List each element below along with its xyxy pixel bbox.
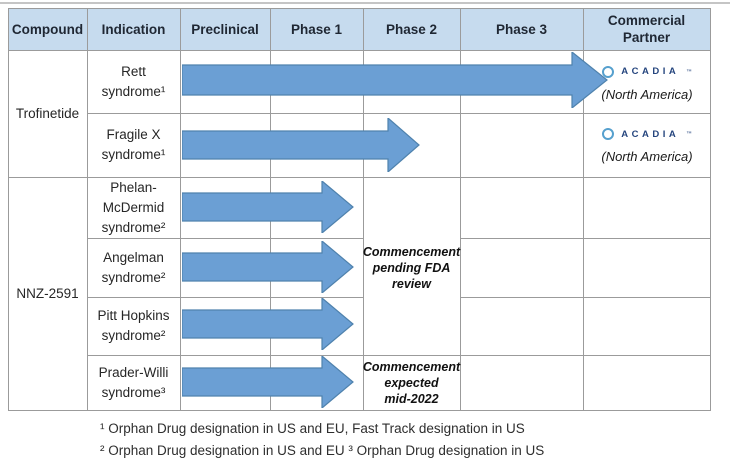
column-header-phase3: Phase 3 — [495, 21, 548, 37]
phase2-note-expected-mid-2022: Commencement expected mid-2022 — [362, 359, 461, 406]
footnote-1: ¹ Orphan Drug designation in US and EU, … — [100, 421, 525, 436]
grid-hline — [87, 113, 710, 114]
grid-vline — [363, 8, 364, 410]
grid-vline — [180, 8, 181, 410]
indication-label-angelman: Angelman syndrome² — [101, 249, 166, 285]
table-header-band — [8, 8, 710, 50]
progress-arrow-pitt-hopkins — [182, 298, 354, 350]
grid-hline — [8, 50, 710, 51]
indication-label-rett: Rett syndrome¹ — [101, 63, 166, 99]
top-edge-divider — [0, 2, 730, 4]
compound-label-trofinetide: Trofinetide — [15, 105, 80, 121]
indication-label-fragile-x: Fragile X syndrome¹ — [101, 127, 166, 162]
progress-arrow-prader-willi — [182, 356, 354, 408]
commercial-partner-fragile-x: ACADIA ™ (North America) — [584, 117, 710, 175]
column-header-phase1: Phase 1 — [290, 21, 343, 37]
indication-label-phelan-mcdermid: Phelan- McDermid syndrome² — [101, 179, 166, 235]
trademark-icon: ™ — [686, 131, 692, 137]
grid-hline — [460, 238, 710, 239]
phase2-note-pending-fda-review: Commencement pending FDA review — [362, 244, 461, 291]
grid-hline — [87, 238, 363, 239]
progress-arrow-phelan-mcdermid — [182, 181, 354, 233]
grid-hline — [460, 297, 710, 298]
grid-hline — [87, 355, 710, 356]
progress-arrow-rett — [182, 52, 608, 108]
partner-region-label: (North America) — [601, 149, 693, 164]
indication-label-pitt-hopkins: Pitt Hopkins syndrome² — [97, 308, 170, 343]
grid-hline — [87, 297, 363, 298]
compound-label-nnz-2591: NNZ-2591 — [16, 285, 79, 301]
acadia-logo: ACADIA ™ — [602, 65, 692, 78]
acadia-logo-text: ACADIA — [621, 128, 680, 140]
acadia-circle-icon — [602, 65, 615, 78]
progress-arrow-fragile-x — [182, 118, 420, 172]
column-header-compound: Compound — [11, 21, 84, 37]
column-header-commercial-partner: Commercial Partner — [607, 13, 686, 45]
column-header-indication: Indication — [101, 21, 166, 37]
column-header-phase2: Phase 2 — [385, 21, 438, 37]
grid-vline — [87, 8, 88, 410]
acadia-logo-text: ACADIA — [621, 66, 680, 77]
acadia-logo: ACADIA ™ — [602, 128, 692, 140]
grid-hline — [8, 177, 710, 178]
grid-vline — [583, 8, 584, 410]
footnote-2: ² Orphan Drug designation in US and EU ³… — [100, 443, 545, 458]
partner-region-label: (North America) — [601, 86, 693, 102]
commercial-partner-rett: ACADIA ™ (North America) — [584, 54, 710, 113]
grid-vline — [460, 8, 461, 410]
grid-hline — [8, 410, 711, 411]
grid-vline — [710, 8, 711, 411]
grid-hline — [8, 8, 710, 9]
grid-vline — [8, 8, 9, 410]
progress-arrow-angelman — [182, 241, 354, 293]
column-header-preclinical: Preclinical — [191, 21, 259, 37]
trademark-icon: ™ — [686, 68, 692, 75]
acadia-circle-icon — [602, 128, 615, 140]
indication-label-prader-willi: Prader-Willi syndrome³ — [98, 364, 169, 400]
